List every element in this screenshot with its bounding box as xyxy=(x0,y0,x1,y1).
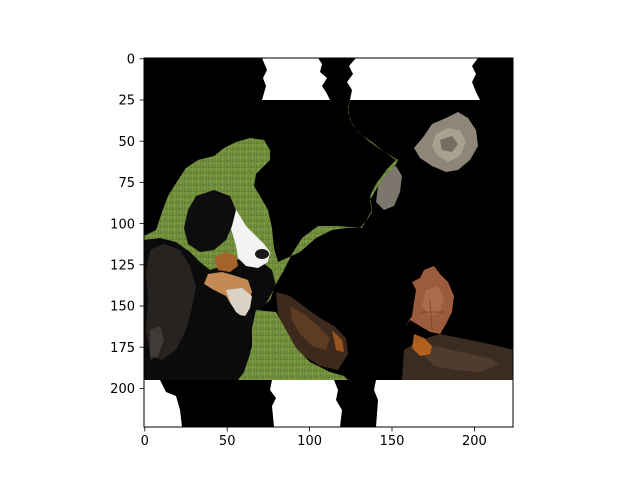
y-tick-label: 0 xyxy=(127,53,135,68)
x-tick-label: 200 xyxy=(462,434,487,449)
y-tick-label: 25 xyxy=(118,94,135,109)
bottom-black-blocks xyxy=(160,380,276,427)
top-white-region xyxy=(262,58,330,100)
image-area xyxy=(144,58,513,427)
axes-frame xyxy=(143,57,514,428)
dog-tan-marking xyxy=(214,252,238,272)
y-tick-label: 125 xyxy=(110,259,135,274)
y-tick-label: 75 xyxy=(118,176,135,191)
y-tick-label: 50 xyxy=(118,135,135,150)
y-tick-label: 175 xyxy=(110,341,135,356)
y-axis: 0 25 50 75 100 125 150 175 200 xyxy=(110,53,144,397)
y-tick-label: 100 xyxy=(110,217,135,232)
x-axis: 0 50 100 150 200 xyxy=(141,427,487,449)
x-tick-label: 50 xyxy=(219,434,236,449)
x-tick-label: 0 xyxy=(141,434,149,449)
x-tick-label: 150 xyxy=(380,434,405,449)
y-tick-label: 200 xyxy=(110,382,135,397)
y-tick-label: 150 xyxy=(110,300,135,315)
x-tick-label: 100 xyxy=(297,434,322,449)
